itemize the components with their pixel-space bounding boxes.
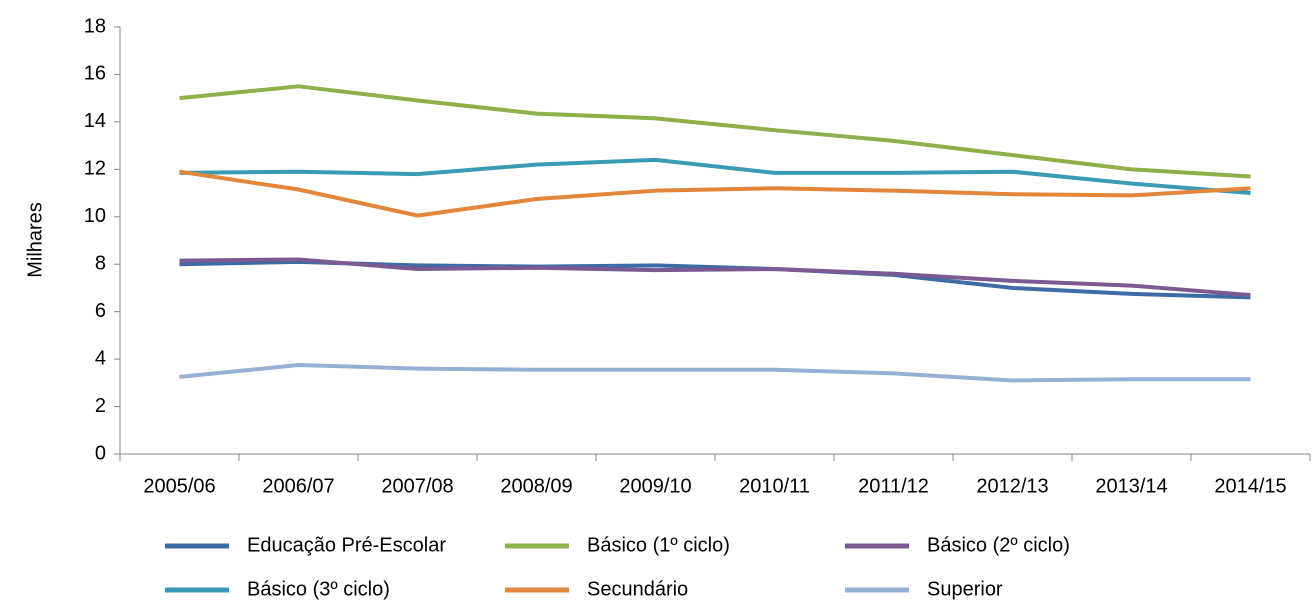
y-tick-label: 8	[95, 253, 106, 275]
legend-label: Básico (1º ciclo)	[587, 534, 730, 556]
x-tick-label: 2012/13	[976, 475, 1048, 497]
y-tick-label: 2	[95, 395, 106, 417]
x-tick-label: 2008/09	[500, 475, 572, 497]
y-tick-label: 18	[84, 15, 106, 37]
legend-label: Superior	[927, 578, 1003, 600]
series-line	[179, 157, 1251, 196]
y-tick-label: 10	[84, 205, 106, 227]
x-tick-label: 2005/06	[143, 475, 215, 497]
y-tick-label: 0	[95, 442, 106, 464]
x-tick-label: 2009/10	[619, 475, 691, 497]
series-line	[179, 169, 1251, 218]
series-line	[179, 257, 1251, 298]
y-tick-label: 12	[84, 158, 106, 180]
x-tick-label: 2007/08	[381, 475, 453, 497]
series-line	[179, 259, 1251, 300]
x-tick-label: 2006/07	[262, 475, 334, 497]
series-line	[179, 363, 1251, 383]
legend-label: Básico (2º ciclo)	[927, 534, 1070, 556]
legend-label: Secundário	[587, 578, 688, 600]
y-tick-label: 16	[84, 63, 106, 85]
y-tick-label: 4	[95, 347, 106, 369]
series-line	[179, 84, 1251, 179]
legend-label: Educação Pré-Escolar	[247, 534, 446, 556]
y-tick-label: 6	[95, 300, 106, 322]
y-axis-label: Milhares	[24, 202, 46, 278]
x-tick-label: 2011/12	[858, 475, 929, 497]
legend-label: Básico (3º ciclo)	[247, 578, 390, 600]
x-tick-label: 2013/14	[1095, 475, 1167, 497]
y-tick-label: 14	[84, 110, 106, 132]
x-tick-label: 2014/15	[1214, 475, 1286, 497]
x-tick-label: 2010/11	[739, 475, 810, 497]
